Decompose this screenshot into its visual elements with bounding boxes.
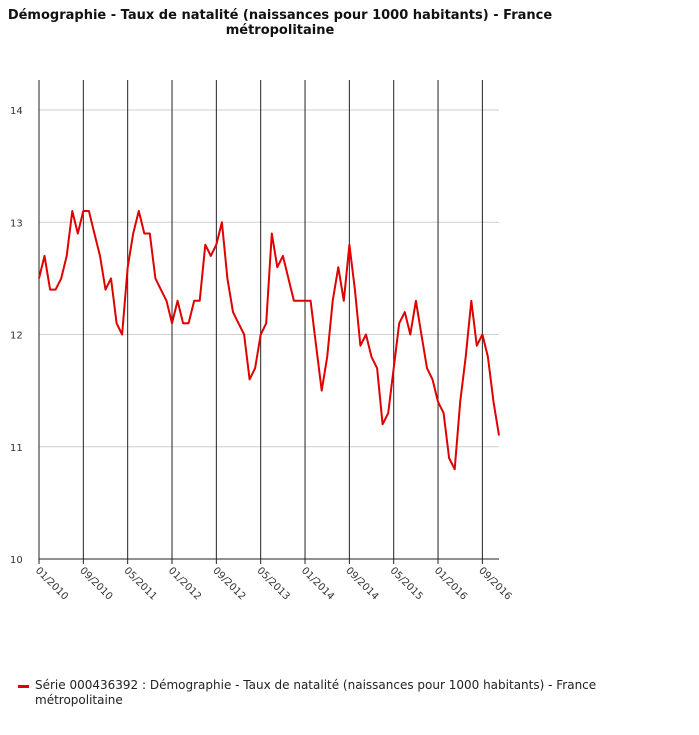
x-tick-label: 05/2013 xyxy=(255,565,292,602)
chart-title: Démographie - Taux de natalité (naissanc… xyxy=(0,8,560,38)
x-tick-label: 05/2015 xyxy=(388,565,425,602)
x-tick-label: 01/2014 xyxy=(299,565,336,602)
x-tick-label: 09/2012 xyxy=(210,565,247,602)
y-tick-label: 11 xyxy=(10,443,23,454)
x-tick-label: 05/2011 xyxy=(122,565,159,602)
y-tick-label: 14 xyxy=(10,106,23,117)
x-tick-label: 01/2016 xyxy=(432,565,469,602)
x-tick-label: 01/2012 xyxy=(166,565,203,602)
x-tick-label: 09/2010 xyxy=(77,565,114,602)
x-tick-label: 01/2010 xyxy=(33,565,70,602)
chart-title-line-2: métropolitaine xyxy=(225,23,335,38)
series-line xyxy=(38,210,500,471)
chart-title-line-1: Démographie - Taux de natalité (naissanc… xyxy=(7,8,553,23)
x-tick-label: 09/2016 xyxy=(476,565,513,602)
legend[interactable]: Série 000436392 : Démographie - Taux de … xyxy=(18,678,658,708)
y-tick-label: 12 xyxy=(10,331,23,342)
y-tick-label: 13 xyxy=(10,218,23,229)
y-tick-label: 10 xyxy=(10,555,23,566)
x-tick-label: 09/2014 xyxy=(343,565,380,602)
legend-label: Série 000436392 : Démographie - Taux de … xyxy=(35,678,597,707)
legend-swatch xyxy=(18,685,29,688)
